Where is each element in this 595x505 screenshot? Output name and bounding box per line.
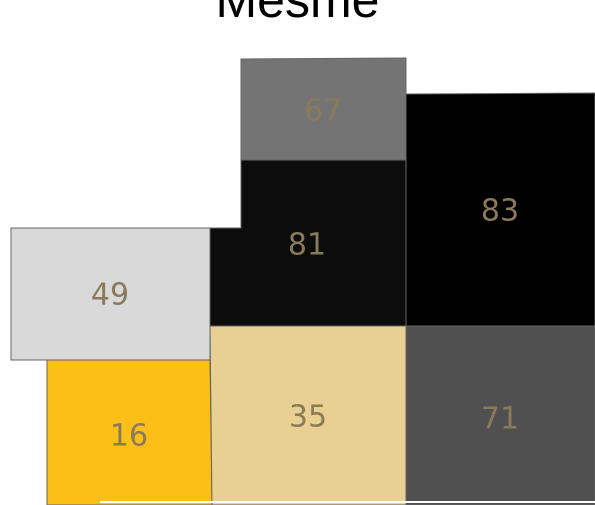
- region-16-label: 16: [110, 419, 148, 454]
- region-81-label: 81: [288, 228, 326, 263]
- region-35[interactable]: 35: [209, 325, 407, 505]
- region-16[interactable]: 16: [46, 359, 213, 505]
- map-title: Mesme: [215, 0, 380, 28]
- region-83[interactable]: 83: [405, 92, 595, 327]
- region-71[interactable]: 71: [405, 325, 595, 505]
- region-67-label: 67: [304, 94, 342, 129]
- region-71-label: 71: [481, 402, 519, 437]
- region-35-shape[interactable]: [209, 325, 407, 505]
- region-49-label: 49: [91, 278, 129, 313]
- region-71-shape[interactable]: [405, 325, 595, 505]
- region-83-label: 83: [481, 194, 519, 229]
- region-49[interactable]: 49: [10, 227, 211, 361]
- region-67[interactable]: 67: [240, 57, 407, 161]
- region-81[interactable]: 81: [209, 159, 407, 327]
- region-16-shape[interactable]: [46, 359, 213, 505]
- region-35-label: 35: [289, 400, 327, 435]
